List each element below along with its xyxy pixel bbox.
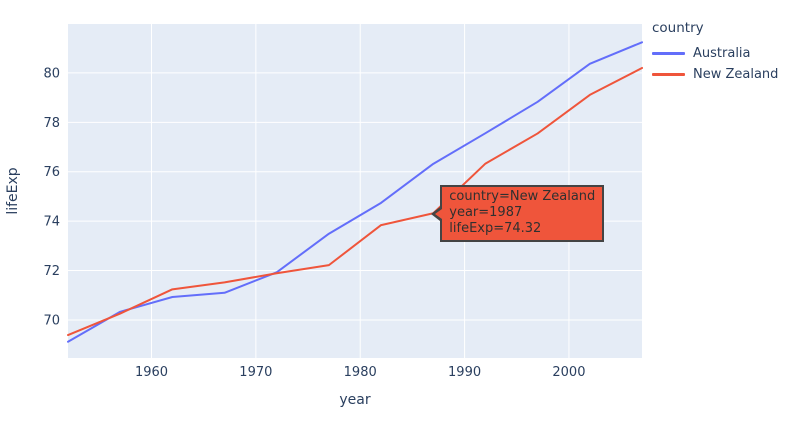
y-tick-label: 80 [43, 66, 60, 81]
legend-item-new-zealand[interactable]: New Zealand [652, 64, 778, 85]
tooltip-line-country: country=New Zealand [449, 189, 596, 205]
x-tick-label: 1970 [239, 365, 272, 380]
y-tick-label: 70 [43, 313, 60, 328]
y-tick-label: 74 [43, 215, 60, 230]
tooltip-line-year: year=1987 [449, 205, 523, 221]
x-tick-label: 2000 [552, 365, 585, 380]
x-axis-title: year [339, 392, 370, 408]
legend-line-swatch-australia [652, 52, 685, 55]
y-axis-title: lifeExp [5, 167, 21, 214]
series-line-australia[interactable] [67, 41, 643, 343]
legend-title: country [652, 20, 704, 36]
tooltip-line-lifeexp: lifeExp=74.32 [449, 221, 542, 237]
hover-tooltip: country=New Zealand year=1987 lifeExp=74… [431, 185, 605, 243]
tooltip-caret-fill [435, 209, 443, 220]
series-line-new-zealand[interactable] [67, 66, 643, 337]
y-tick-label: 72 [43, 264, 60, 279]
y-tick-label: 78 [43, 116, 60, 131]
x-tick-label: 1960 [135, 365, 168, 380]
legend-item-label: Australia [693, 46, 751, 61]
x-tick-label: 1980 [344, 365, 377, 380]
legend-item-label: New Zealand [693, 67, 779, 82]
legend: country Australia New Zealand [652, 20, 778, 85]
x-tick-label: 1990 [448, 365, 481, 380]
legend-line-swatch-new-zealand [652, 73, 685, 76]
legend-item-australia[interactable]: Australia [652, 43, 778, 64]
y-tick-label: 76 [43, 165, 60, 180]
